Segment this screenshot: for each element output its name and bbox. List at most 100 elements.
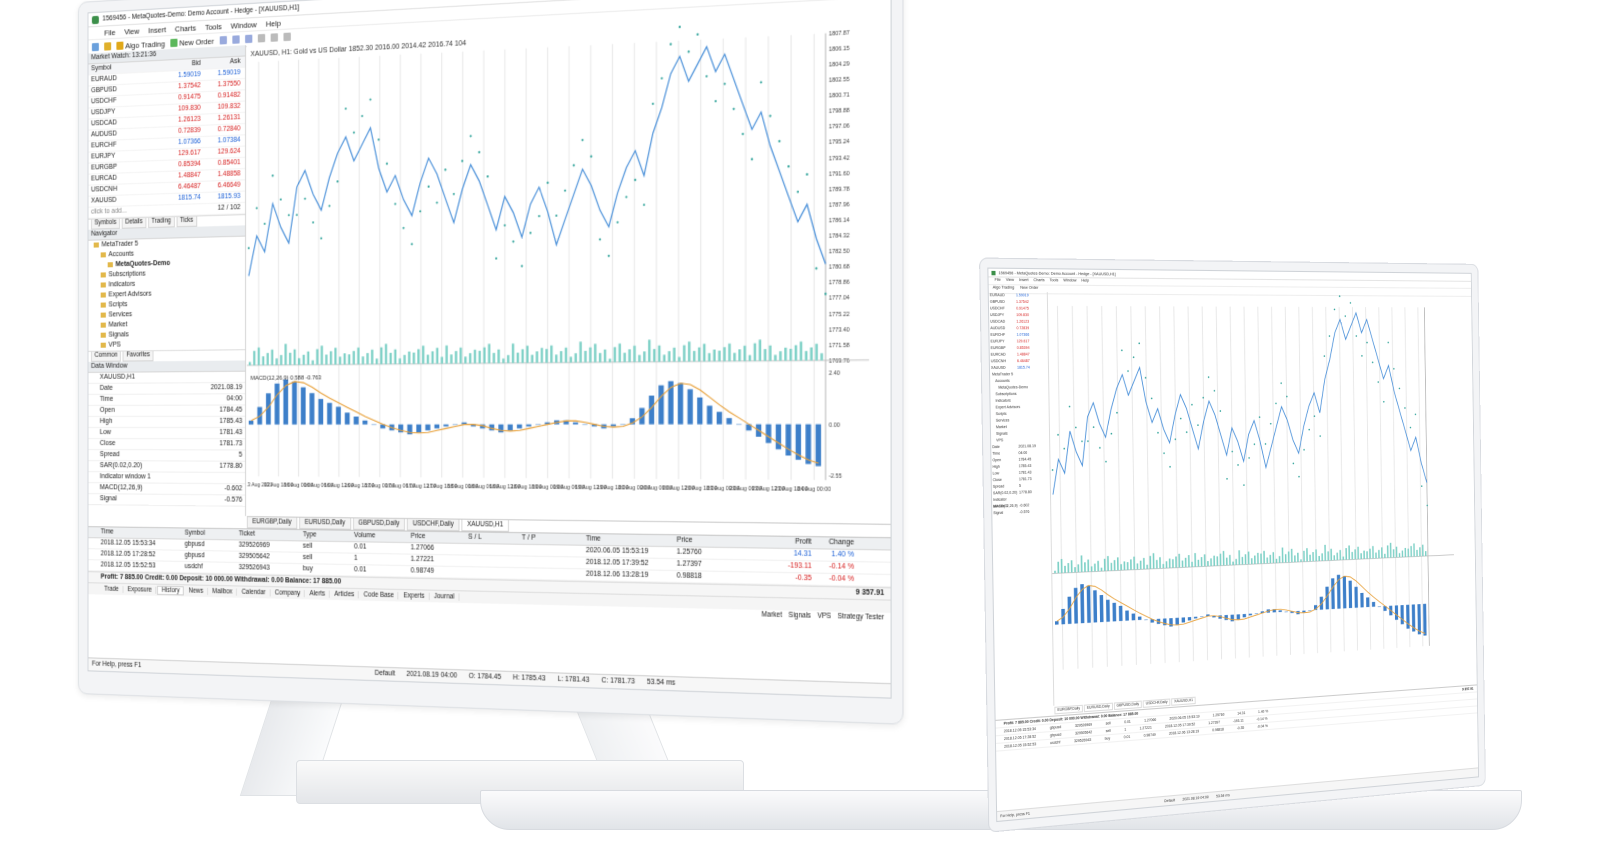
volume-bar [1369,548,1371,559]
laptop-history-cell: 1 [1124,727,1127,732]
macd-bar [1308,610,1312,611]
y-tick-label: 1786.14 [829,217,850,224]
x-tick-label: 18 Aug 18:00 [511,484,542,491]
laptop-history-cell: 0.01 [1124,719,1131,725]
pane-separator [1052,555,1454,574]
sar-dot [1421,485,1423,487]
macd-bar [1348,580,1353,609]
sar-dot [1377,381,1379,383]
volume-bar [1345,548,1348,560]
laptop-history-cell: sell [1105,728,1111,734]
laptop-menu-insert[interactable]: Insert [1018,277,1029,283]
x-tick-label: 17 Aug 18:00 [427,483,458,490]
volume-bar [1386,545,1389,558]
volume-bar [1333,555,1336,561]
x-tick-label: 24 Aug 00:00 [797,486,831,493]
volume-bar [1375,552,1377,559]
y-tick-label: 1780.68 [829,264,850,271]
sar-dot [1409,426,1412,429]
y-tick-label: 1807.87 [829,30,850,38]
laptop-menu-file[interactable]: File [994,277,1001,282]
laptop-data-row: Signal -0.576 [992,508,1050,517]
volume-bar [1342,556,1345,560]
laptop-history-cell: 1.40 % [1258,709,1269,715]
volume-bar [1084,562,1086,572]
macd-tick-label: -2.55 [829,473,842,480]
x-tick-label: 20 Aug 06:00 [640,485,672,492]
sar-dot [1248,457,1250,459]
volume-bar [1266,557,1269,564]
macd-bar [1230,614,1235,622]
laptop-menu-window[interactable]: Window [1063,278,1077,283]
laptop-lid: 1569456 - MetaQuotes-Demo: Demo Account … [979,257,1486,833]
volume-bar [1207,561,1209,567]
volume-bar [1238,550,1241,565]
x-tick-label: 16 Aug 00:00 [284,482,313,489]
volume-bar [1254,555,1256,565]
price-chart[interactable]: XAUUSD, H1: Gold vs US Dollar 1852.30 20… [245,12,869,523]
grid-line [1299,307,1304,654]
volume-bar [1197,559,1200,567]
volume-bar [1294,555,1296,563]
volume-bar [1315,549,1317,562]
volume-bar [1210,558,1212,567]
laptop-status-profile[interactable]: Default [1164,798,1176,804]
laptop-menu-tools[interactable]: Tools [1049,278,1059,283]
volume-bar [1229,554,1231,566]
x-tick-label: 13 Aug 2021 [247,482,273,489]
laptop-chart-window[interactable] [1048,292,1477,706]
sar-dot [1323,355,1326,357]
macd-bar [1106,599,1110,622]
volume-bar [1392,549,1395,558]
laptop-menu-help[interactable]: Help [1081,278,1090,283]
y-tick-label: 1775.22 [829,311,850,318]
volume-bar [1057,561,1060,574]
laptop-history-cell: -0.04 % [1256,723,1268,729]
sar-dot [1426,504,1428,507]
volume-bar [1421,544,1424,557]
sar-dot [1338,295,1341,298]
y-tick-label: 1798.88 [829,108,850,116]
x-tick-label: 18 Aug 00:00 [447,483,478,490]
volume-bar [1284,554,1287,563]
sar-dot [1092,426,1095,428]
volume-bar [1097,560,1100,572]
grid-line [1188,306,1193,661]
sar-dot [1237,464,1239,466]
sar-dot [1219,410,1222,412]
macd-bar [1187,617,1192,621]
volume-bar [1407,548,1410,557]
volume-bar [1100,567,1103,572]
x-tick-label: 16 Aug 12:00 [324,483,354,490]
sar-dot [1068,405,1071,408]
sar-dot [1361,354,1363,357]
volume-bar [1222,550,1225,566]
volume-bar [1398,553,1401,558]
mt5-window: 1569456 - MetaQuotes-Demo: Demo Account … [87,0,892,699]
volume-bar [1070,560,1073,573]
volume-bar [1149,555,1152,569]
laptop-menu-charts[interactable]: Charts [1033,277,1045,283]
chart-window[interactable]: XAUUSD, H1: Gold vs US Dollar 1852.30 20… [245,11,891,524]
macd-tick-label: 2.40 [829,370,840,377]
laptop-menu-view[interactable]: View [1005,277,1015,283]
grid-line [1174,306,1180,662]
volume-bar [1287,551,1290,563]
sar-dot [1191,403,1193,406]
laptop-data-value: -0.576 [1019,509,1030,515]
volume-bar [1126,562,1129,571]
macd-bar [1099,594,1104,623]
sar-dot [1344,315,1347,317]
volume-bar [1327,551,1330,561]
volume-bar [1191,561,1193,567]
sar-dot [1319,435,1321,437]
laptop-price-chart[interactable] [1048,292,1456,706]
x-tick-label: 20 Aug 00:00 [618,485,650,492]
y-tick-label: 1771.58 [829,342,850,349]
macd-bar [1163,618,1167,626]
macd-bar [1137,616,1142,621]
sar-dot [1355,335,1358,337]
y-tick-label: 1806.15 [829,45,850,53]
x-tick-label: 16 Aug 06:00 [304,482,334,489]
